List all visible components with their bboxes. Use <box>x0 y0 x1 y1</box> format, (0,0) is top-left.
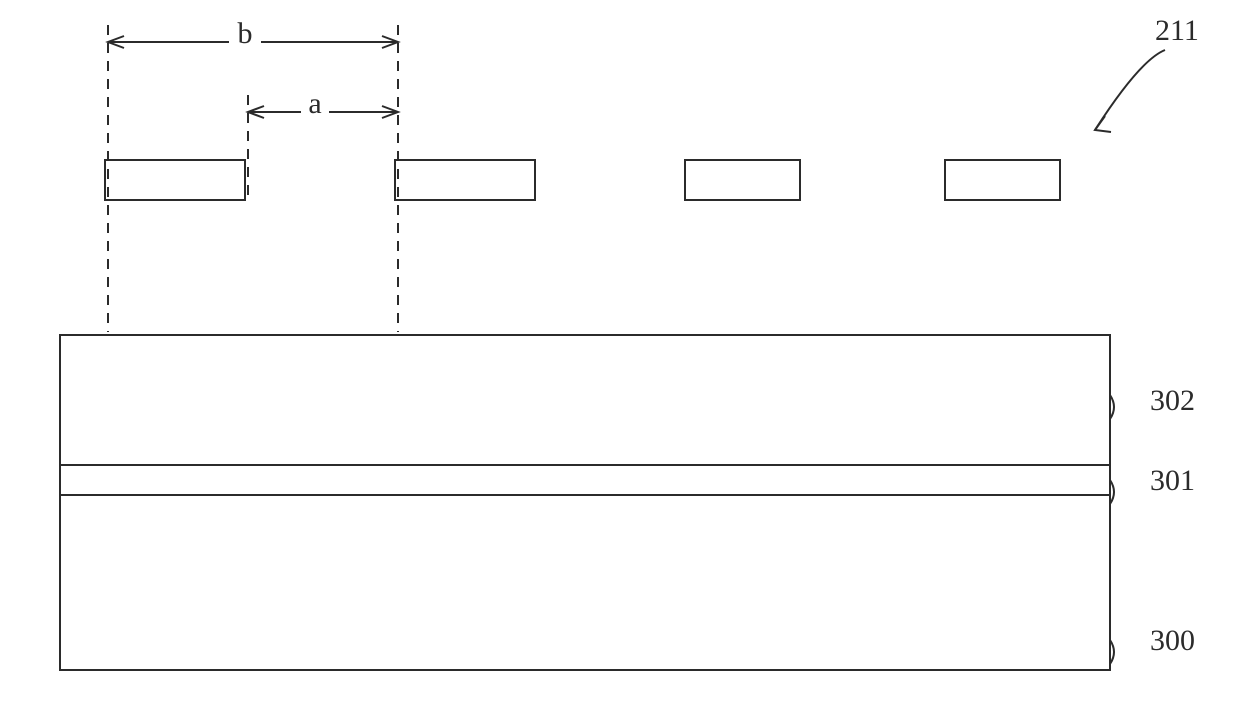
ref-301-label: 301 <box>1150 464 1195 497</box>
arrowhead-icon <box>1095 116 1111 132</box>
ref-300-label: 300 <box>1150 624 1195 657</box>
layer-refs: 302 301 300 <box>1110 384 1195 664</box>
ref-211: 211 <box>1095 14 1199 132</box>
mask-block-2 <box>395 160 535 200</box>
mask-block-1 <box>105 160 245 200</box>
dim-label: a <box>308 87 321 120</box>
dim-label: b <box>238 17 253 50</box>
ref-302-label: 302 <box>1150 384 1195 417</box>
dimension-a: a <box>248 87 398 120</box>
engineering-diagram: b a 211 302 301 300 <box>0 0 1240 724</box>
ref-211-label: 211 <box>1155 14 1199 47</box>
mask-block-3 <box>685 160 800 200</box>
ref-211-leader <box>1095 50 1165 130</box>
guide-lines <box>108 25 398 332</box>
dimension-b: b <box>108 17 398 50</box>
layer-stack <box>60 335 1110 670</box>
stack-outline <box>60 335 1110 670</box>
mask-block-4 <box>945 160 1060 200</box>
